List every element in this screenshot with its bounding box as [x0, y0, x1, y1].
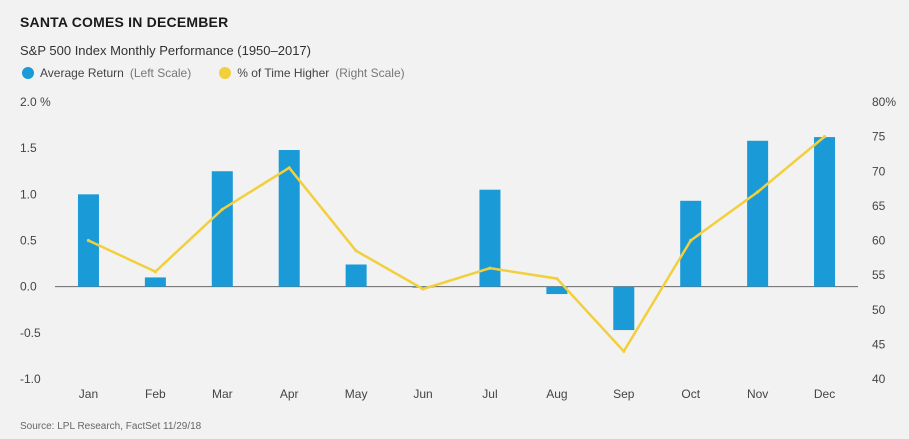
- line-point-time-higher: [421, 287, 425, 291]
- line-point-time-higher: [756, 190, 760, 194]
- bar-average-return: [613, 286, 635, 331]
- legend-scale-left: (Left Scale): [129, 66, 192, 80]
- x-axis-tick-label: Sep: [613, 387, 635, 401]
- left-axis-tick-label: 1.5: [20, 141, 37, 155]
- legend-scale-right: (Right Scale): [335, 66, 405, 80]
- bar-average-return: [814, 137, 836, 287]
- x-axis-tick-label: Nov: [747, 387, 768, 401]
- left-axis-tick-label: 0.0: [20, 280, 37, 294]
- x-axis-tick-label: Jan: [79, 387, 98, 401]
- right-axis-tick-label: 50: [872, 303, 886, 317]
- right-axis-tick-label: 60: [872, 234, 886, 248]
- bar-average-return: [546, 286, 568, 295]
- legend-swatch-bar: [22, 67, 34, 79]
- right-axis-tick-label: 55: [872, 268, 886, 282]
- right-axis-tick-label: 65: [872, 199, 886, 213]
- left-axis-tick-label: 2.0 %: [20, 95, 51, 109]
- legend-item-average-return: Average Return (Left Scale): [22, 66, 191, 80]
- legend-item-time-higher: % of Time Higher (Right Scale): [219, 66, 405, 80]
- line-point-time-higher: [822, 135, 827, 139]
- bar-average-return: [412, 286, 434, 288]
- chart-subtitle: S&P 500 Index Monthly Performance (1950–…: [20, 43, 311, 58]
- bar-average-return: [278, 150, 300, 287]
- legend: Average Return (Left Scale) % of Time Hi…: [22, 66, 405, 80]
- right-axis-tick-label: 80%: [872, 95, 896, 109]
- x-axis-tick-label: Jun: [413, 387, 432, 401]
- line-point-time-higher: [153, 270, 157, 274]
- source-note: Source: LPL Research, FactSet 11/29/18: [20, 421, 202, 432]
- line-point-time-higher: [287, 166, 291, 170]
- right-axis-tick-label: 75: [872, 130, 886, 144]
- x-axis-tick-label: Feb: [145, 387, 166, 401]
- right-axis-tick-label: 45: [872, 337, 886, 351]
- x-axis-tick-label: May: [345, 387, 368, 401]
- legend-label-average-return: Average Return: [40, 66, 124, 80]
- legend-swatch-line: [219, 67, 232, 79]
- left-axis-tick-label: -1.0: [20, 372, 41, 386]
- chart-title: SANTA COMES IN DECEMBER: [20, 14, 229, 30]
- right-axis-tick-label: 40: [872, 372, 886, 386]
- line-point-time-higher: [622, 349, 626, 353]
- x-axis-tick-label: Jul: [482, 387, 497, 401]
- bar-average-return: [144, 277, 166, 287]
- left-axis-tick-label: -0.5: [20, 326, 41, 340]
- legend-label-time-higher: % of Time Higher: [237, 66, 330, 80]
- line-point-time-higher: [220, 207, 224, 211]
- x-axis-tick-label: Oct: [681, 387, 700, 401]
- line-point-time-higher: [555, 276, 559, 281]
- right-axis-tick-label: 70: [872, 164, 886, 178]
- line-time-higher: [87, 135, 826, 354]
- bar-average-return: [345, 264, 367, 287]
- x-axis-tick-label: Apr: [280, 387, 299, 401]
- line-point-time-higher: [488, 266, 492, 270]
- bar-average-return: [747, 140, 769, 287]
- left-axis-tick-label: 0.5: [20, 234, 37, 248]
- bar-average-return: [680, 200, 702, 287]
- line-point-time-higher: [354, 249, 358, 253]
- x-axis-tick-label: Mar: [212, 387, 233, 401]
- x-axis-tick-label: Aug: [546, 387, 567, 401]
- line-point-time-higher: [689, 238, 693, 243]
- x-axis-tick-label: Dec: [814, 387, 835, 401]
- left-axis-tick-label: 1.0: [20, 187, 37, 201]
- line-point-time-higher: [86, 238, 91, 243]
- bar-average-return: [479, 189, 501, 287]
- bar-average-return: [211, 171, 233, 287]
